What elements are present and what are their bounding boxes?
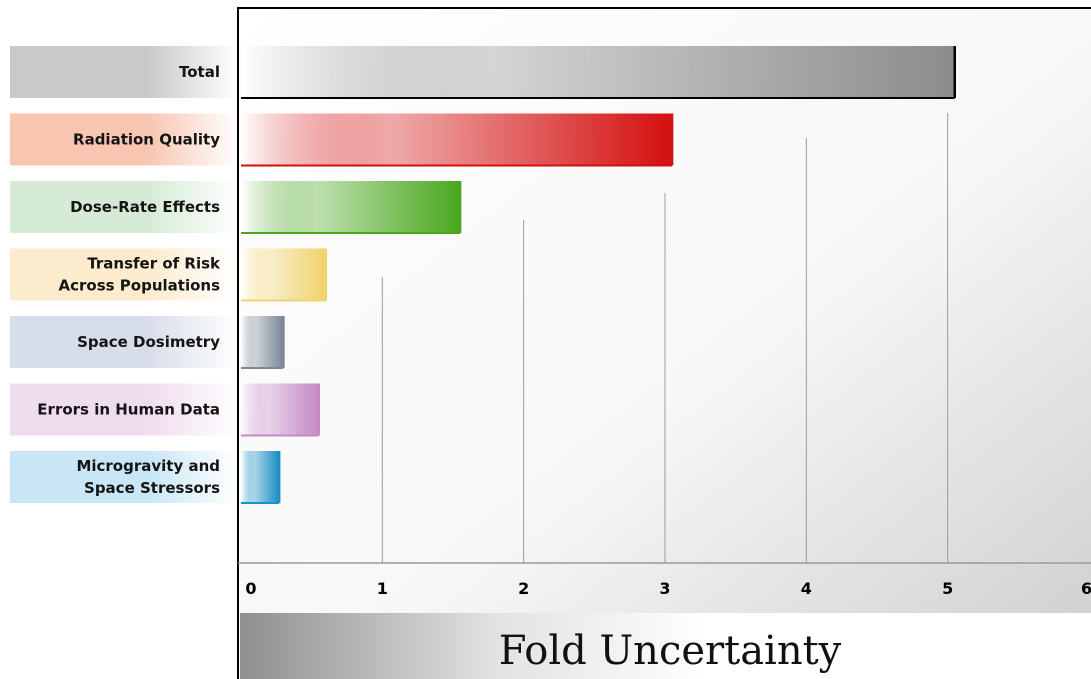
x-axis-label: Fold Uncertainty bbox=[499, 628, 842, 674]
category-label-box bbox=[10, 113, 238, 166]
x-tick-label: 5 bbox=[942, 579, 953, 598]
grid-lines bbox=[381, 113, 949, 563]
bars bbox=[241, 46, 956, 504]
category-label: Dose-Rate Effects bbox=[70, 198, 220, 216]
x-tick-label: 0 bbox=[245, 579, 256, 598]
category-labels: Total Radiation Quality Dose-Rate Effects T… bbox=[10, 46, 238, 503]
bar bbox=[241, 181, 461, 233]
category-label-box bbox=[10, 46, 238, 98]
x-tick-label: 1 bbox=[377, 579, 388, 598]
category-label-box bbox=[10, 248, 238, 301]
category-label-box bbox=[10, 181, 238, 233]
category-label: Transfer of Risk Across Populations bbox=[59, 255, 221, 295]
category-label: Total bbox=[179, 63, 220, 81]
category-label: Microgravity and Space Stressors bbox=[76, 457, 220, 497]
category-label-box bbox=[10, 451, 238, 503]
x-tick-label: 6 bbox=[1081, 579, 1091, 598]
category-label: Radiation Quality bbox=[73, 131, 220, 149]
x-tick-label: 4 bbox=[801, 579, 812, 598]
category-label: Space Dosimetry bbox=[77, 333, 220, 351]
bar bbox=[241, 316, 284, 368]
bar bbox=[241, 383, 319, 436]
bar bbox=[241, 113, 673, 166]
category-label-box bbox=[10, 316, 238, 368]
bar bbox=[241, 248, 326, 301]
bar bbox=[241, 451, 280, 503]
category-label-box bbox=[10, 383, 238, 436]
bar bbox=[241, 46, 955, 98]
x-axis-label-band bbox=[240, 613, 1091, 679]
category-label: Errors in Human Data bbox=[37, 401, 220, 419]
x-axis-ticks: 0 1 2 3 4 5 6 bbox=[245, 579, 1091, 598]
x-tick-label: 2 bbox=[518, 579, 529, 598]
x-tick-label: 3 bbox=[659, 579, 670, 598]
